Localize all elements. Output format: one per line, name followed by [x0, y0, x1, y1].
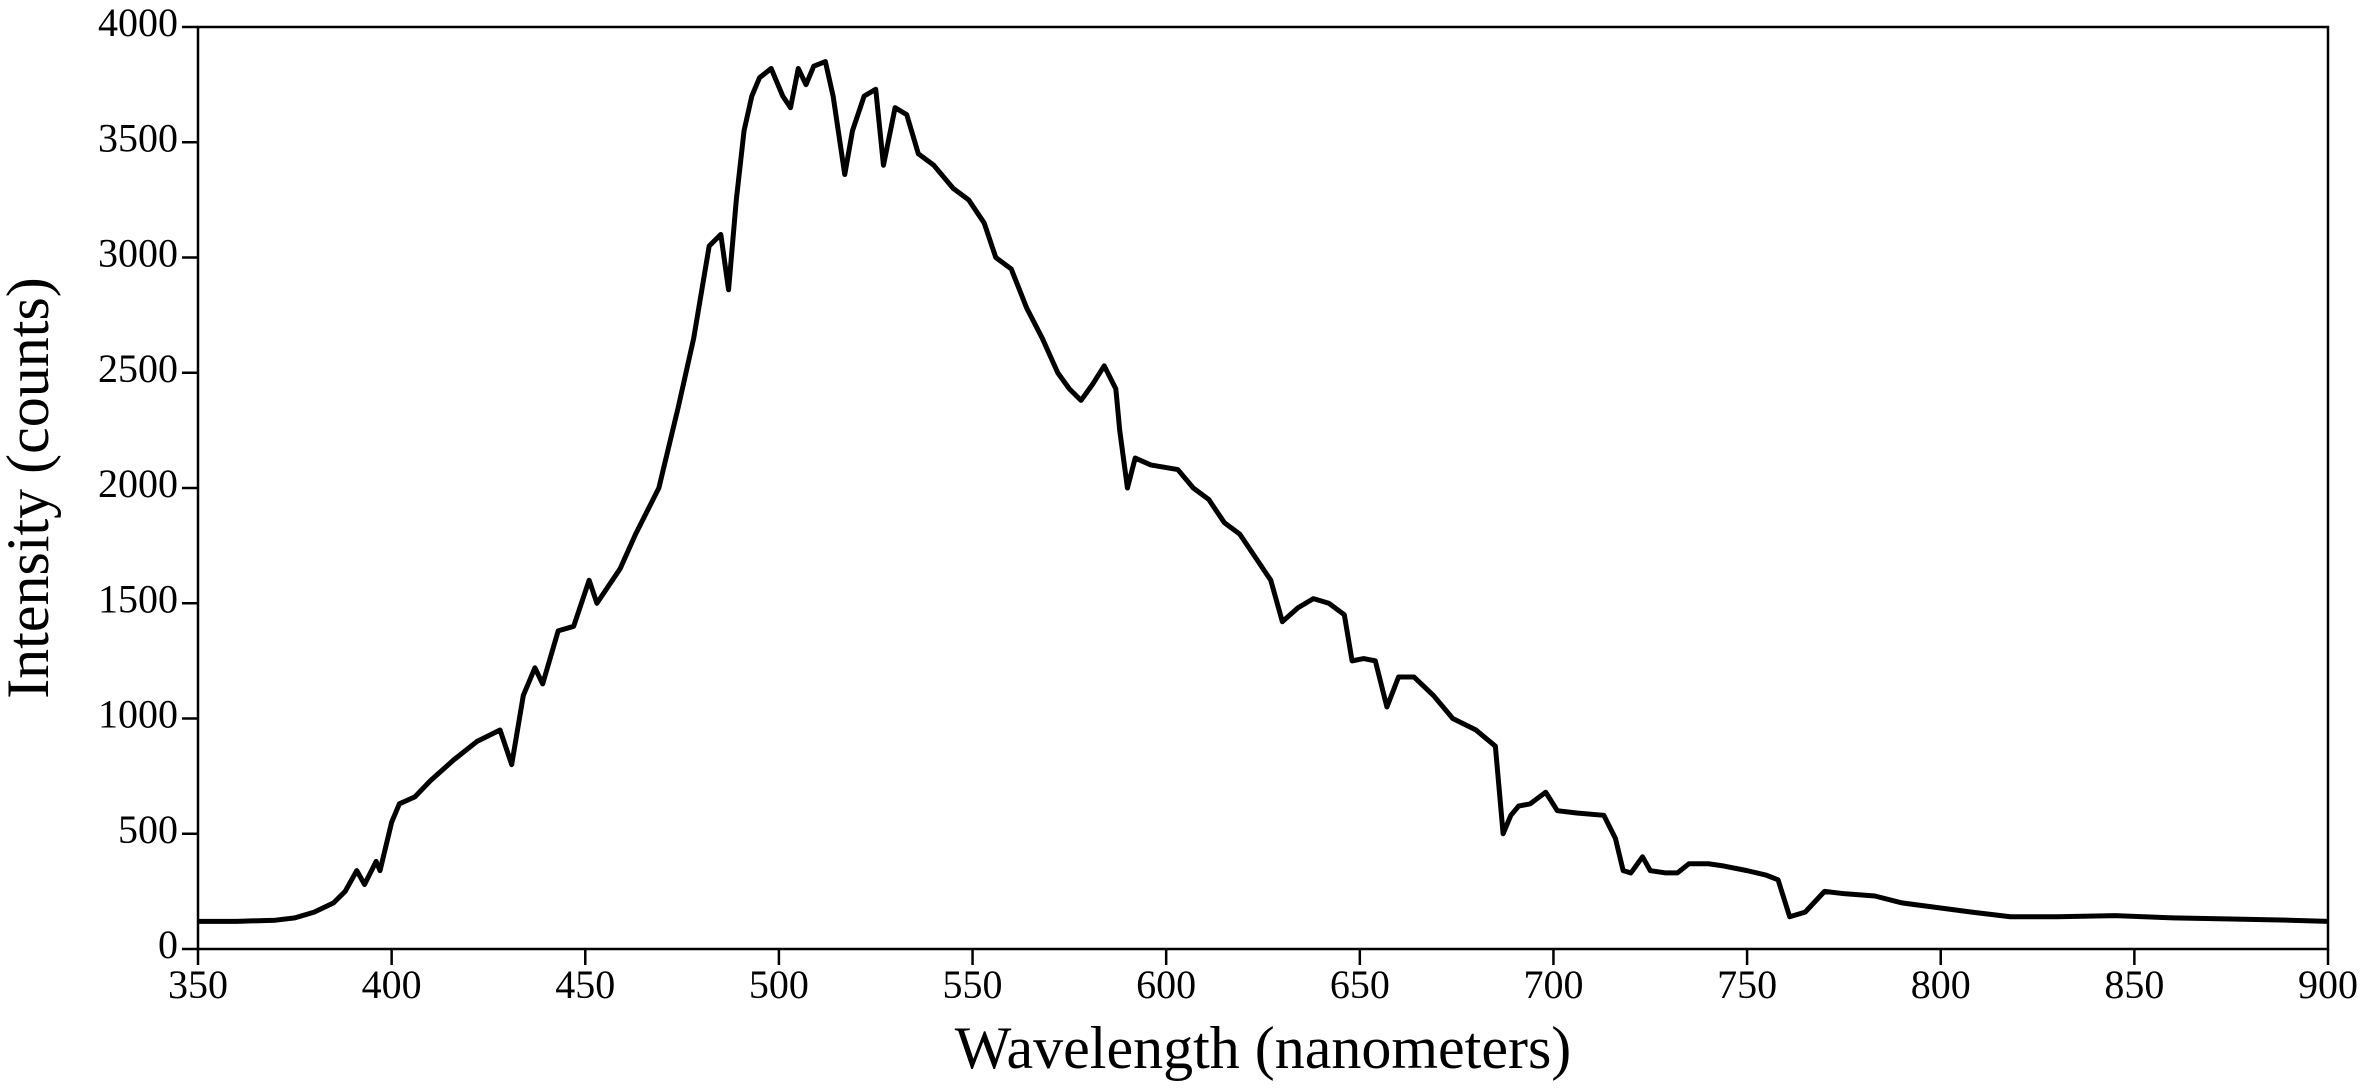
x-tick-label: 900 [2298, 962, 2358, 1007]
x-tick-label: 450 [555, 962, 615, 1007]
y-axis-title: Intensity (counts) [0, 277, 61, 699]
x-tick-label: 350 [168, 962, 228, 1007]
y-tick-label: 1000 [98, 692, 178, 737]
x-tick-label: 800 [1911, 962, 1971, 1007]
x-tick-label: 400 [362, 962, 422, 1007]
x-tick-label: 750 [1717, 962, 1777, 1007]
x-tick-label: 500 [749, 962, 809, 1007]
x-tick-label: 550 [943, 962, 1003, 1007]
y-tick-label: 3000 [98, 231, 178, 276]
y-tick-label: 0 [158, 922, 178, 967]
x-tick-label: 850 [2104, 962, 2164, 1007]
y-tick-label: 500 [118, 807, 178, 852]
spectrum-line [198, 59, 2329, 924]
x-tick-label: 600 [1136, 962, 1196, 1007]
x-tick-label: 700 [1523, 962, 1583, 1007]
y-tick-label: 2500 [98, 346, 178, 391]
x-tick-label: 650 [1330, 962, 1390, 1007]
y-tick-label: 3500 [98, 115, 178, 160]
plot-frame [196, 25, 2330, 951]
y-tick-label: 2000 [98, 461, 178, 506]
x-axis-title: Wavelength (nanometers) [955, 1015, 1572, 1081]
y-tick-label: 1500 [98, 576, 178, 621]
y-tick-label: 4000 [98, 0, 178, 45]
